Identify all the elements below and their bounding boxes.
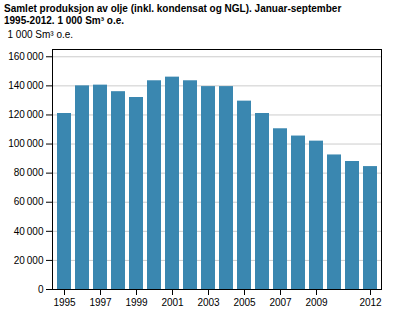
svg-text:160 000: 160 000 bbox=[8, 51, 44, 62]
svg-text:80 000: 80 000 bbox=[14, 167, 44, 178]
svg-text:1997: 1997 bbox=[89, 297, 112, 308]
svg-text:1995: 1995 bbox=[53, 297, 76, 308]
svg-text:2005: 2005 bbox=[233, 297, 256, 308]
html-text:Samlet produksjon av olje (ink: Samlet produksjon av olje (inkl. kondens… bbox=[4, 3, 342, 14]
svg-text:0: 0 bbox=[38, 284, 44, 295]
svg-text:1999: 1999 bbox=[125, 297, 148, 308]
svg-text:1 000 Sm³ o.e.: 1 000 Sm³ o.e. bbox=[8, 29, 74, 40]
svg-text:20 000: 20 000 bbox=[14, 255, 44, 266]
svg-text:140 000: 140 000 bbox=[8, 80, 44, 91]
svg-text:2009: 2009 bbox=[305, 297, 328, 308]
svg-text:120 000: 120 000 bbox=[8, 109, 44, 120]
html-text:1995-2012. 1 000 Sm³ o.e.: 1995-2012. 1 000 Sm³ o.e. bbox=[4, 15, 125, 26]
svg-text:2003: 2003 bbox=[197, 297, 220, 308]
svg-text:40 000: 40 000 bbox=[14, 226, 44, 237]
svg-text:60 000: 60 000 bbox=[14, 196, 44, 207]
svg-text:100 000: 100 000 bbox=[8, 138, 44, 149]
svg-text:2007: 2007 bbox=[269, 297, 292, 308]
svg-text:2012: 2012 bbox=[359, 297, 382, 308]
svg-text:2001: 2001 bbox=[161, 297, 184, 308]
